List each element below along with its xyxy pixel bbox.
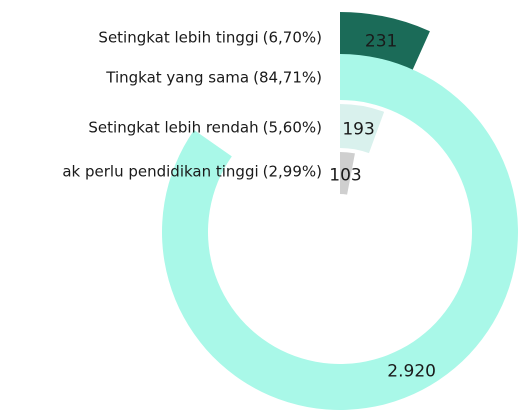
- value-label: 2.920: [387, 361, 436, 381]
- category-percent: (84,71%): [253, 69, 322, 87]
- ring-segment: [340, 152, 355, 195]
- value-label: 103: [329, 165, 361, 185]
- category-label: Setingkat lebih tinggi: [98, 29, 258, 47]
- ring-segment: [340, 104, 385, 154]
- category-percent: (6,70%): [263, 29, 322, 47]
- value-label: 193: [342, 120, 374, 140]
- category-label: Setingkat lebih rendah: [88, 119, 258, 137]
- category-percent: (5,60%): [263, 119, 322, 137]
- value-label: 231: [365, 31, 397, 51]
- category-label: Tingkat yang sama: [105, 69, 249, 87]
- category-percent: (2,99%): [263, 163, 322, 181]
- category-label: ak perlu pendidikan tinggi: [62, 163, 258, 181]
